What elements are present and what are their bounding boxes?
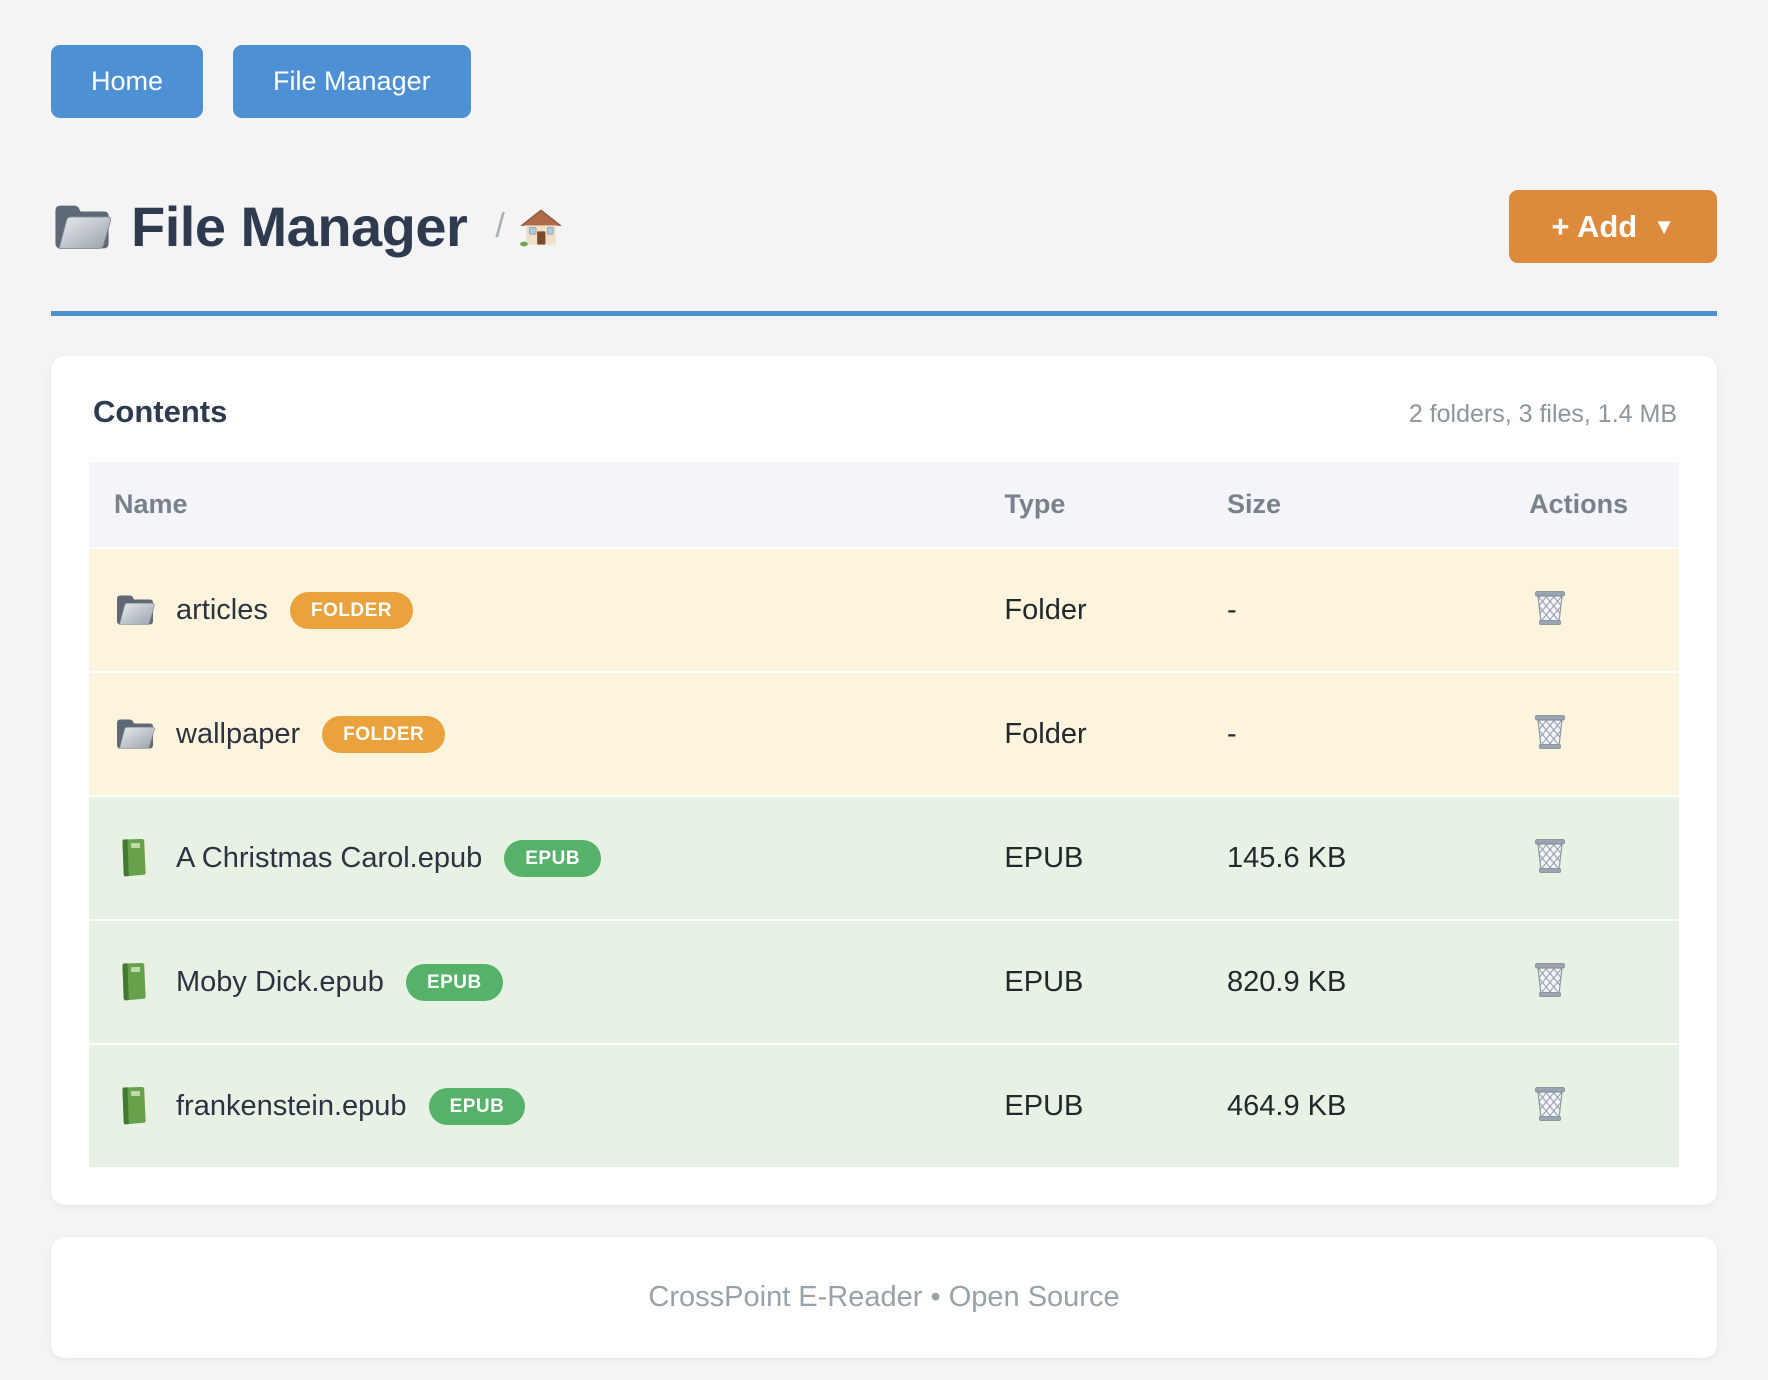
file-name: frankenstein.epub xyxy=(176,1089,407,1122)
file-size: 820.9 KB xyxy=(1202,919,1505,1043)
column-header-actions: Actions xyxy=(1504,462,1679,547)
book-icon xyxy=(114,962,156,1002)
file-name: Moby Dick.epub xyxy=(176,965,384,998)
trash-icon xyxy=(1535,1087,1565,1121)
type-badge: EPUB xyxy=(504,839,602,877)
delete-button[interactable] xyxy=(1529,708,1571,754)
contents-card-header: Contents 2 folders, 3 files, 1.4 MB xyxy=(89,394,1679,430)
file-name: articles xyxy=(176,593,268,626)
file-size: 145.6 KB xyxy=(1202,795,1505,919)
folder-icon xyxy=(114,590,156,630)
file-type: Folder xyxy=(979,547,1202,671)
footer-card: CrossPoint E-Reader • Open Source xyxy=(51,1237,1717,1358)
home-button[interactable]: Home xyxy=(51,45,204,118)
house-icon[interactable] xyxy=(519,207,563,247)
trash-icon xyxy=(1535,591,1565,625)
folder-icon xyxy=(55,205,112,249)
delete-button[interactable] xyxy=(1529,1080,1571,1126)
table-row[interactable]: Moby Dick.epub EPUB EPUB 820.9 KB xyxy=(89,919,1679,1043)
page-header: File Manager / + Add ▼ xyxy=(51,190,1717,263)
contents-table-body: articles FOLDER Folder - xyxy=(89,547,1679,1167)
top-nav: Home File Manager xyxy=(51,45,1717,118)
file-size: - xyxy=(1202,547,1505,671)
delete-button[interactable] xyxy=(1529,584,1571,630)
column-header-type: Type xyxy=(979,462,1202,547)
file-manager-button[interactable]: File Manager xyxy=(233,45,471,118)
book-icon xyxy=(114,1086,156,1126)
file-type: EPUB xyxy=(979,1043,1202,1167)
add-button-label: + Add xyxy=(1551,209,1638,244)
delete-button[interactable] xyxy=(1529,956,1571,1002)
folder-icon xyxy=(114,714,156,754)
page-title: File Manager xyxy=(131,195,468,258)
table-row[interactable]: frankenstein.epub EPUB EPUB 464.9 KB xyxy=(89,1043,1679,1167)
file-type: Folder xyxy=(979,671,1202,795)
table-row[interactable]: articles FOLDER Folder - xyxy=(89,547,1679,671)
file-type: EPUB xyxy=(979,919,1202,1043)
contents-table: Name Type Size Actions xyxy=(89,462,1679,1167)
file-size: 464.9 KB xyxy=(1202,1043,1505,1167)
footer-text: CrossPoint E-Reader • Open Source xyxy=(648,1281,1120,1313)
trash-icon xyxy=(1535,839,1565,873)
type-badge: EPUB xyxy=(405,963,503,1001)
breadcrumb-separator: / xyxy=(495,207,505,245)
file-name: wallpaper xyxy=(176,717,301,750)
book-icon xyxy=(114,838,156,878)
contents-card: Contents 2 folders, 3 files, 1.4 MB Name… xyxy=(51,356,1717,1205)
add-button[interactable]: + Add ▼ xyxy=(1509,190,1717,263)
table-row[interactable]: wallpaper FOLDER Folder - xyxy=(89,671,1679,795)
contents-table-head: Name Type Size Actions xyxy=(89,462,1679,547)
delete-button[interactable] xyxy=(1529,832,1571,878)
type-badge: FOLDER xyxy=(322,715,446,753)
file-type: EPUB xyxy=(979,795,1202,919)
file-size: - xyxy=(1202,671,1505,795)
contents-summary: 2 folders, 3 files, 1.4 MB xyxy=(1408,400,1677,428)
column-header-size: Size xyxy=(1202,462,1505,547)
column-header-name: Name xyxy=(89,462,980,547)
trash-icon xyxy=(1535,715,1565,749)
type-badge: EPUB xyxy=(428,1087,526,1125)
trash-icon xyxy=(1535,963,1565,997)
header-divider xyxy=(51,311,1717,316)
contents-title: Contents xyxy=(93,394,228,429)
file-name: A Christmas Carol.epub xyxy=(176,841,483,874)
caret-down-icon: ▼ xyxy=(1653,213,1675,239)
type-badge: FOLDER xyxy=(289,591,413,629)
breadcrumb: / xyxy=(495,207,562,247)
table-row[interactable]: A Christmas Carol.epub EPUB EPUB 145.6 K… xyxy=(89,795,1679,919)
title-group: File Manager / xyxy=(51,194,563,259)
